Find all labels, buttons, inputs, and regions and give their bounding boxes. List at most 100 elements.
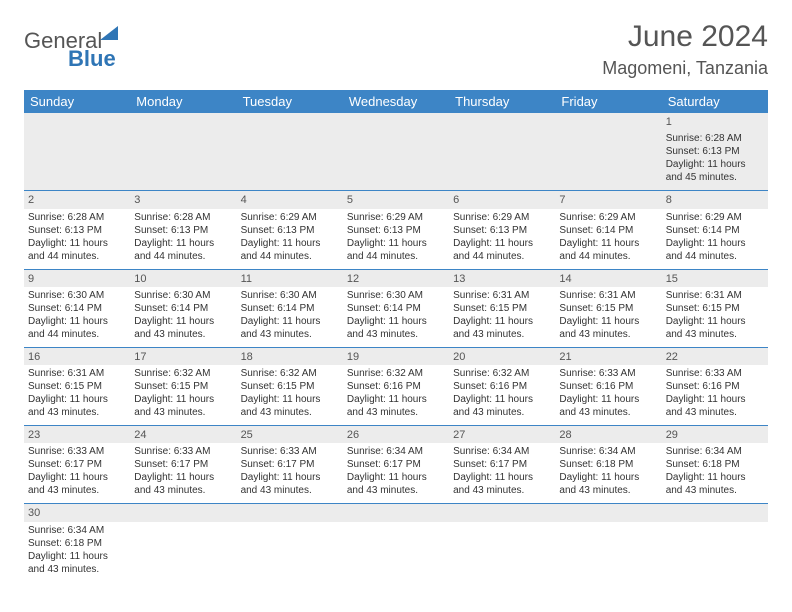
day-cell: [343, 522, 449, 582]
weekday-header: Sunday: [24, 90, 130, 113]
sunset-text: Sunset: 6:14 PM: [28, 302, 126, 315]
daylight-text: and 44 minutes.: [241, 250, 339, 263]
sunset-text: Sunset: 6:15 PM: [453, 302, 551, 315]
sunrise-text: Sunrise: 6:29 AM: [241, 211, 339, 224]
sunset-text: Sunset: 6:14 PM: [559, 224, 657, 237]
day-number: [24, 113, 130, 130]
day-number: 2: [24, 191, 130, 209]
day-number: 10: [130, 269, 236, 287]
sunrise-text: Sunrise: 6:33 AM: [559, 367, 657, 380]
day-number: 18: [237, 347, 343, 365]
sunset-text: Sunset: 6:17 PM: [28, 458, 126, 471]
sunrise-text: Sunrise: 6:30 AM: [134, 289, 232, 302]
daylight-text: and 43 minutes.: [453, 484, 551, 497]
daylight-text: and 43 minutes.: [559, 484, 657, 497]
sunset-text: Sunset: 6:13 PM: [28, 224, 126, 237]
day-number: 27: [449, 426, 555, 444]
daylight-text: and 44 minutes.: [28, 250, 126, 263]
day-number: 22: [662, 347, 768, 365]
daylight-text: Daylight: 11 hours: [241, 237, 339, 250]
day-number: 20: [449, 347, 555, 365]
day-cell: Sunrise: 6:33 AMSunset: 6:16 PMDaylight:…: [662, 365, 768, 426]
sail-icon: [100, 26, 118, 40]
day-number: [555, 113, 661, 130]
sunrise-text: Sunrise: 6:33 AM: [666, 367, 764, 380]
sunset-text: Sunset: 6:16 PM: [666, 380, 764, 393]
daylight-text: and 43 minutes.: [134, 484, 232, 497]
daynum-row: 16171819202122: [24, 347, 768, 365]
day-cell: Sunrise: 6:28 AMSunset: 6:13 PMDaylight:…: [130, 209, 236, 270]
sunrise-text: Sunrise: 6:32 AM: [347, 367, 445, 380]
daylight-text: Daylight: 11 hours: [453, 393, 551, 406]
daylight-text: Daylight: 11 hours: [347, 393, 445, 406]
day-cell: Sunrise: 6:30 AMSunset: 6:14 PMDaylight:…: [130, 287, 236, 348]
sunrise-text: Sunrise: 6:34 AM: [666, 445, 764, 458]
sunrise-text: Sunrise: 6:31 AM: [666, 289, 764, 302]
sunset-text: Sunset: 6:16 PM: [453, 380, 551, 393]
day-number: [343, 113, 449, 130]
detail-row: Sunrise: 6:34 AMSunset: 6:18 PMDaylight:…: [24, 522, 768, 582]
sunrise-text: Sunrise: 6:32 AM: [134, 367, 232, 380]
day-number: 14: [555, 269, 661, 287]
day-cell: Sunrise: 6:31 AMSunset: 6:15 PMDaylight:…: [555, 287, 661, 348]
daylight-text: Daylight: 11 hours: [241, 471, 339, 484]
day-number: 9: [24, 269, 130, 287]
detail-row: Sunrise: 6:31 AMSunset: 6:15 PMDaylight:…: [24, 365, 768, 426]
daylight-text: Daylight: 11 hours: [559, 315, 657, 328]
day-cell: [237, 522, 343, 582]
day-cell: Sunrise: 6:34 AMSunset: 6:17 PMDaylight:…: [343, 443, 449, 504]
logo: General Blue: [24, 20, 118, 80]
daylight-text: Daylight: 11 hours: [559, 237, 657, 250]
day-cell: Sunrise: 6:30 AMSunset: 6:14 PMDaylight:…: [237, 287, 343, 348]
day-number: 12: [343, 269, 449, 287]
daylight-text: Daylight: 11 hours: [453, 471, 551, 484]
sunrise-text: Sunrise: 6:30 AM: [241, 289, 339, 302]
day-cell: [449, 522, 555, 582]
sunset-text: Sunset: 6:13 PM: [241, 224, 339, 237]
sunrise-text: Sunrise: 6:34 AM: [453, 445, 551, 458]
weekday-header: Monday: [130, 90, 236, 113]
sunrise-text: Sunrise: 6:32 AM: [453, 367, 551, 380]
sunset-text: Sunset: 6:18 PM: [28, 537, 126, 550]
weekday-header: Thursday: [449, 90, 555, 113]
sunrise-text: Sunrise: 6:33 AM: [134, 445, 232, 458]
daylight-text: Daylight: 11 hours: [28, 471, 126, 484]
daylight-text: Daylight: 11 hours: [666, 237, 764, 250]
day-cell: Sunrise: 6:34 AMSunset: 6:17 PMDaylight:…: [449, 443, 555, 504]
sunset-text: Sunset: 6:14 PM: [241, 302, 339, 315]
month-title: June 2024: [602, 20, 768, 54]
daynum-row: 2345678: [24, 191, 768, 209]
daylight-text: and 43 minutes.: [453, 328, 551, 341]
day-number: 3: [130, 191, 236, 209]
daylight-text: and 43 minutes.: [666, 406, 764, 419]
sunset-text: Sunset: 6:15 PM: [28, 380, 126, 393]
daylight-text: and 43 minutes.: [666, 484, 764, 497]
detail-row: Sunrise: 6:30 AMSunset: 6:14 PMDaylight:…: [24, 287, 768, 348]
daylight-text: and 44 minutes.: [666, 250, 764, 263]
daylight-text: Daylight: 11 hours: [453, 315, 551, 328]
day-cell: Sunrise: 6:34 AMSunset: 6:18 PMDaylight:…: [662, 443, 768, 504]
day-cell: Sunrise: 6:31 AMSunset: 6:15 PMDaylight:…: [662, 287, 768, 348]
daylight-text: Daylight: 11 hours: [347, 471, 445, 484]
sunset-text: Sunset: 6:13 PM: [134, 224, 232, 237]
day-cell: Sunrise: 6:34 AMSunset: 6:18 PMDaylight:…: [555, 443, 661, 504]
day-cell: Sunrise: 6:31 AMSunset: 6:15 PMDaylight:…: [449, 287, 555, 348]
daylight-text: and 44 minutes.: [559, 250, 657, 263]
daylight-text: and 43 minutes.: [28, 406, 126, 419]
day-number: 30: [24, 504, 130, 522]
sunset-text: Sunset: 6:14 PM: [134, 302, 232, 315]
day-number: 15: [662, 269, 768, 287]
day-number: [555, 504, 661, 522]
daylight-text: and 43 minutes.: [559, 406, 657, 419]
day-cell: Sunrise: 6:28 AMSunset: 6:13 PMDaylight:…: [662, 130, 768, 191]
sunset-text: Sunset: 6:16 PM: [347, 380, 445, 393]
daylight-text: and 43 minutes.: [241, 328, 339, 341]
sunrise-text: Sunrise: 6:28 AM: [666, 132, 764, 145]
daylight-text: and 44 minutes.: [453, 250, 551, 263]
day-cell: Sunrise: 6:30 AMSunset: 6:14 PMDaylight:…: [343, 287, 449, 348]
sunset-text: Sunset: 6:17 PM: [241, 458, 339, 471]
daylight-text: and 43 minutes.: [28, 484, 126, 497]
daylight-text: and 43 minutes.: [241, 406, 339, 419]
sunrise-text: Sunrise: 6:29 AM: [347, 211, 445, 224]
day-cell: Sunrise: 6:30 AMSunset: 6:14 PMDaylight:…: [24, 287, 130, 348]
